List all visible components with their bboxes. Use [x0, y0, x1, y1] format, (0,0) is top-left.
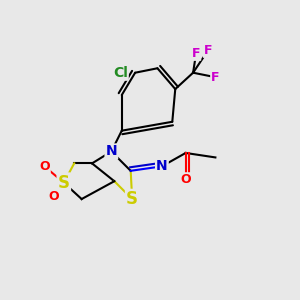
Text: O: O	[39, 160, 50, 173]
Text: O: O	[48, 190, 59, 202]
Text: Cl: Cl	[113, 66, 128, 80]
Text: F: F	[192, 47, 200, 60]
Text: S: S	[126, 190, 138, 208]
Text: N: N	[156, 159, 168, 173]
Text: F: F	[204, 44, 212, 57]
Text: O: O	[180, 173, 191, 186]
Text: N: N	[106, 145, 117, 158]
Text: F: F	[211, 71, 220, 84]
Text: S: S	[58, 174, 70, 192]
